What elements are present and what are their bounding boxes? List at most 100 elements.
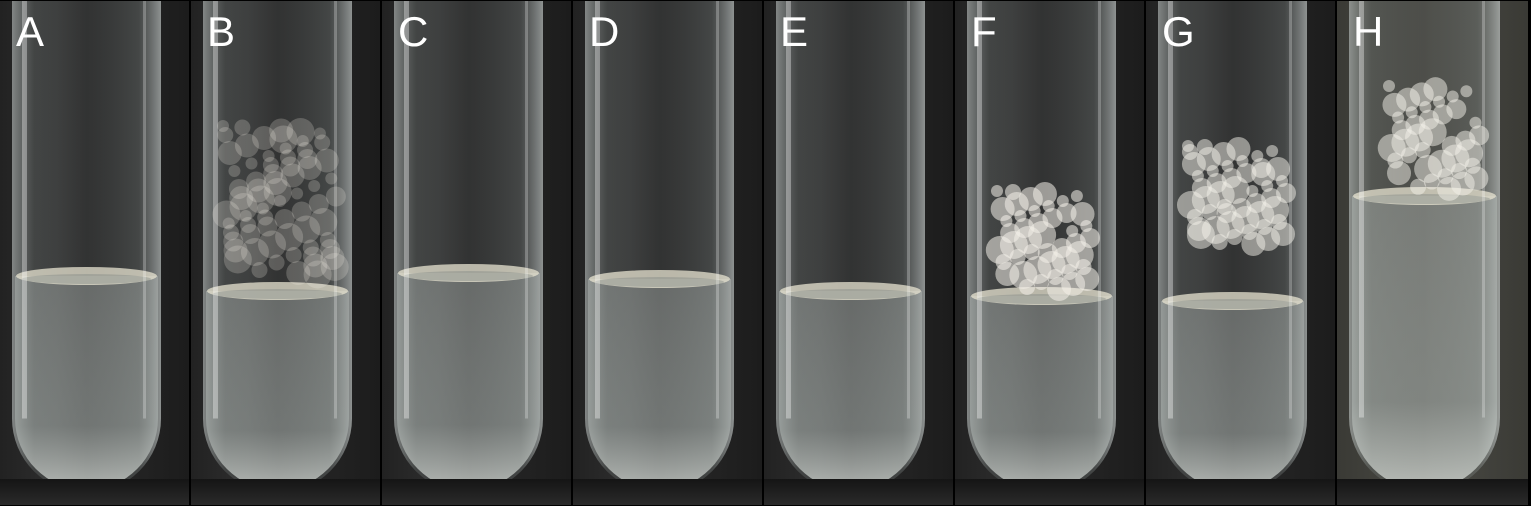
panel-f: F [955,1,1144,505]
test-tube-f [967,1,1116,493]
panel-label: G [1162,8,1195,55]
mycelium [314,134,331,151]
test-tube-g [1158,1,1307,493]
mycelium [1196,139,1213,155]
mycelium [985,236,1014,264]
mycelium [222,217,235,230]
mycelium [228,165,241,177]
meniscus [1162,292,1303,310]
panel-label: C [398,8,429,55]
mycelium [268,254,285,271]
bench [1146,479,1335,505]
mycelium [280,163,305,188]
bench [0,479,189,505]
mycelium [292,215,321,244]
panel-c: C [382,1,571,505]
mycelium [246,185,275,214]
panel-a: A [0,1,189,505]
mycelium [228,179,249,199]
mycelium [303,253,328,278]
mycelium [274,195,286,207]
mycelium [320,239,341,259]
liquid [1161,301,1304,490]
mycelium [263,171,288,195]
meniscus [780,282,921,300]
panel-b: B [191,1,380,505]
test-tube-b [203,1,352,493]
mycelium [275,223,304,251]
mycelium [325,186,346,207]
bench [191,479,380,505]
mycelium [234,119,251,136]
mycelium [252,126,277,150]
mycelium [257,216,278,237]
mycelium [1410,178,1427,195]
mycelium [269,125,298,154]
mycelium [263,178,292,206]
mycelium [313,127,326,140]
panel-label: A [16,8,45,55]
mycelium [239,210,252,222]
mycelium [308,194,329,214]
liquid [779,291,922,490]
mycelium [269,118,294,143]
test-tube-a [12,1,161,493]
mycelium [297,142,314,158]
mycelium [1460,85,1473,98]
mycelium [291,201,312,222]
mycelium [1251,150,1264,162]
mycelium [1266,145,1279,157]
liquid [397,273,540,490]
panel-label: D [589,8,620,55]
mycelium [1191,178,1212,198]
mycelium [258,230,287,259]
panel-label: E [780,8,809,55]
panel-label: F [971,8,997,55]
test-tube-h [1349,1,1500,493]
mycelium [262,157,279,173]
liquid [970,296,1113,490]
liquid [15,276,158,490]
meniscus [589,270,730,288]
bench [1337,479,1528,505]
mycelium [223,238,248,263]
bench [764,479,953,505]
mycelium [286,261,311,285]
mycelium [1414,154,1443,183]
mycelium [279,142,292,155]
mycelium [319,232,336,248]
mycelium [245,157,258,170]
mycelium [325,172,338,185]
mycelium [274,209,295,229]
mycelium [285,247,302,263]
mycelium [229,186,254,210]
mycelium [296,135,309,147]
liquid [206,291,349,490]
panel-e: E [764,1,953,505]
mycelium [1391,120,1412,141]
mycelium [1377,133,1406,162]
test-tube-e [776,1,925,493]
mycelium [279,149,296,166]
bench [573,479,762,505]
mycelium [297,156,322,180]
mycelium [990,197,1015,221]
mycelium [1009,261,1038,289]
mycelium [314,148,339,173]
mycelium [262,150,275,162]
mycelium [1382,92,1407,117]
mycelium [257,209,274,226]
test-tube-c [394,1,543,493]
bench [955,479,1144,505]
mycelium [280,156,301,177]
liquid [1352,196,1497,490]
mycelium [1056,195,1069,207]
mycelium [1004,184,1021,200]
mycelium [234,133,259,158]
mycelium [246,178,271,203]
mycelium [309,208,338,236]
mycelium [1186,221,1215,249]
mycelium [222,224,239,241]
mycelium [1469,116,1482,129]
